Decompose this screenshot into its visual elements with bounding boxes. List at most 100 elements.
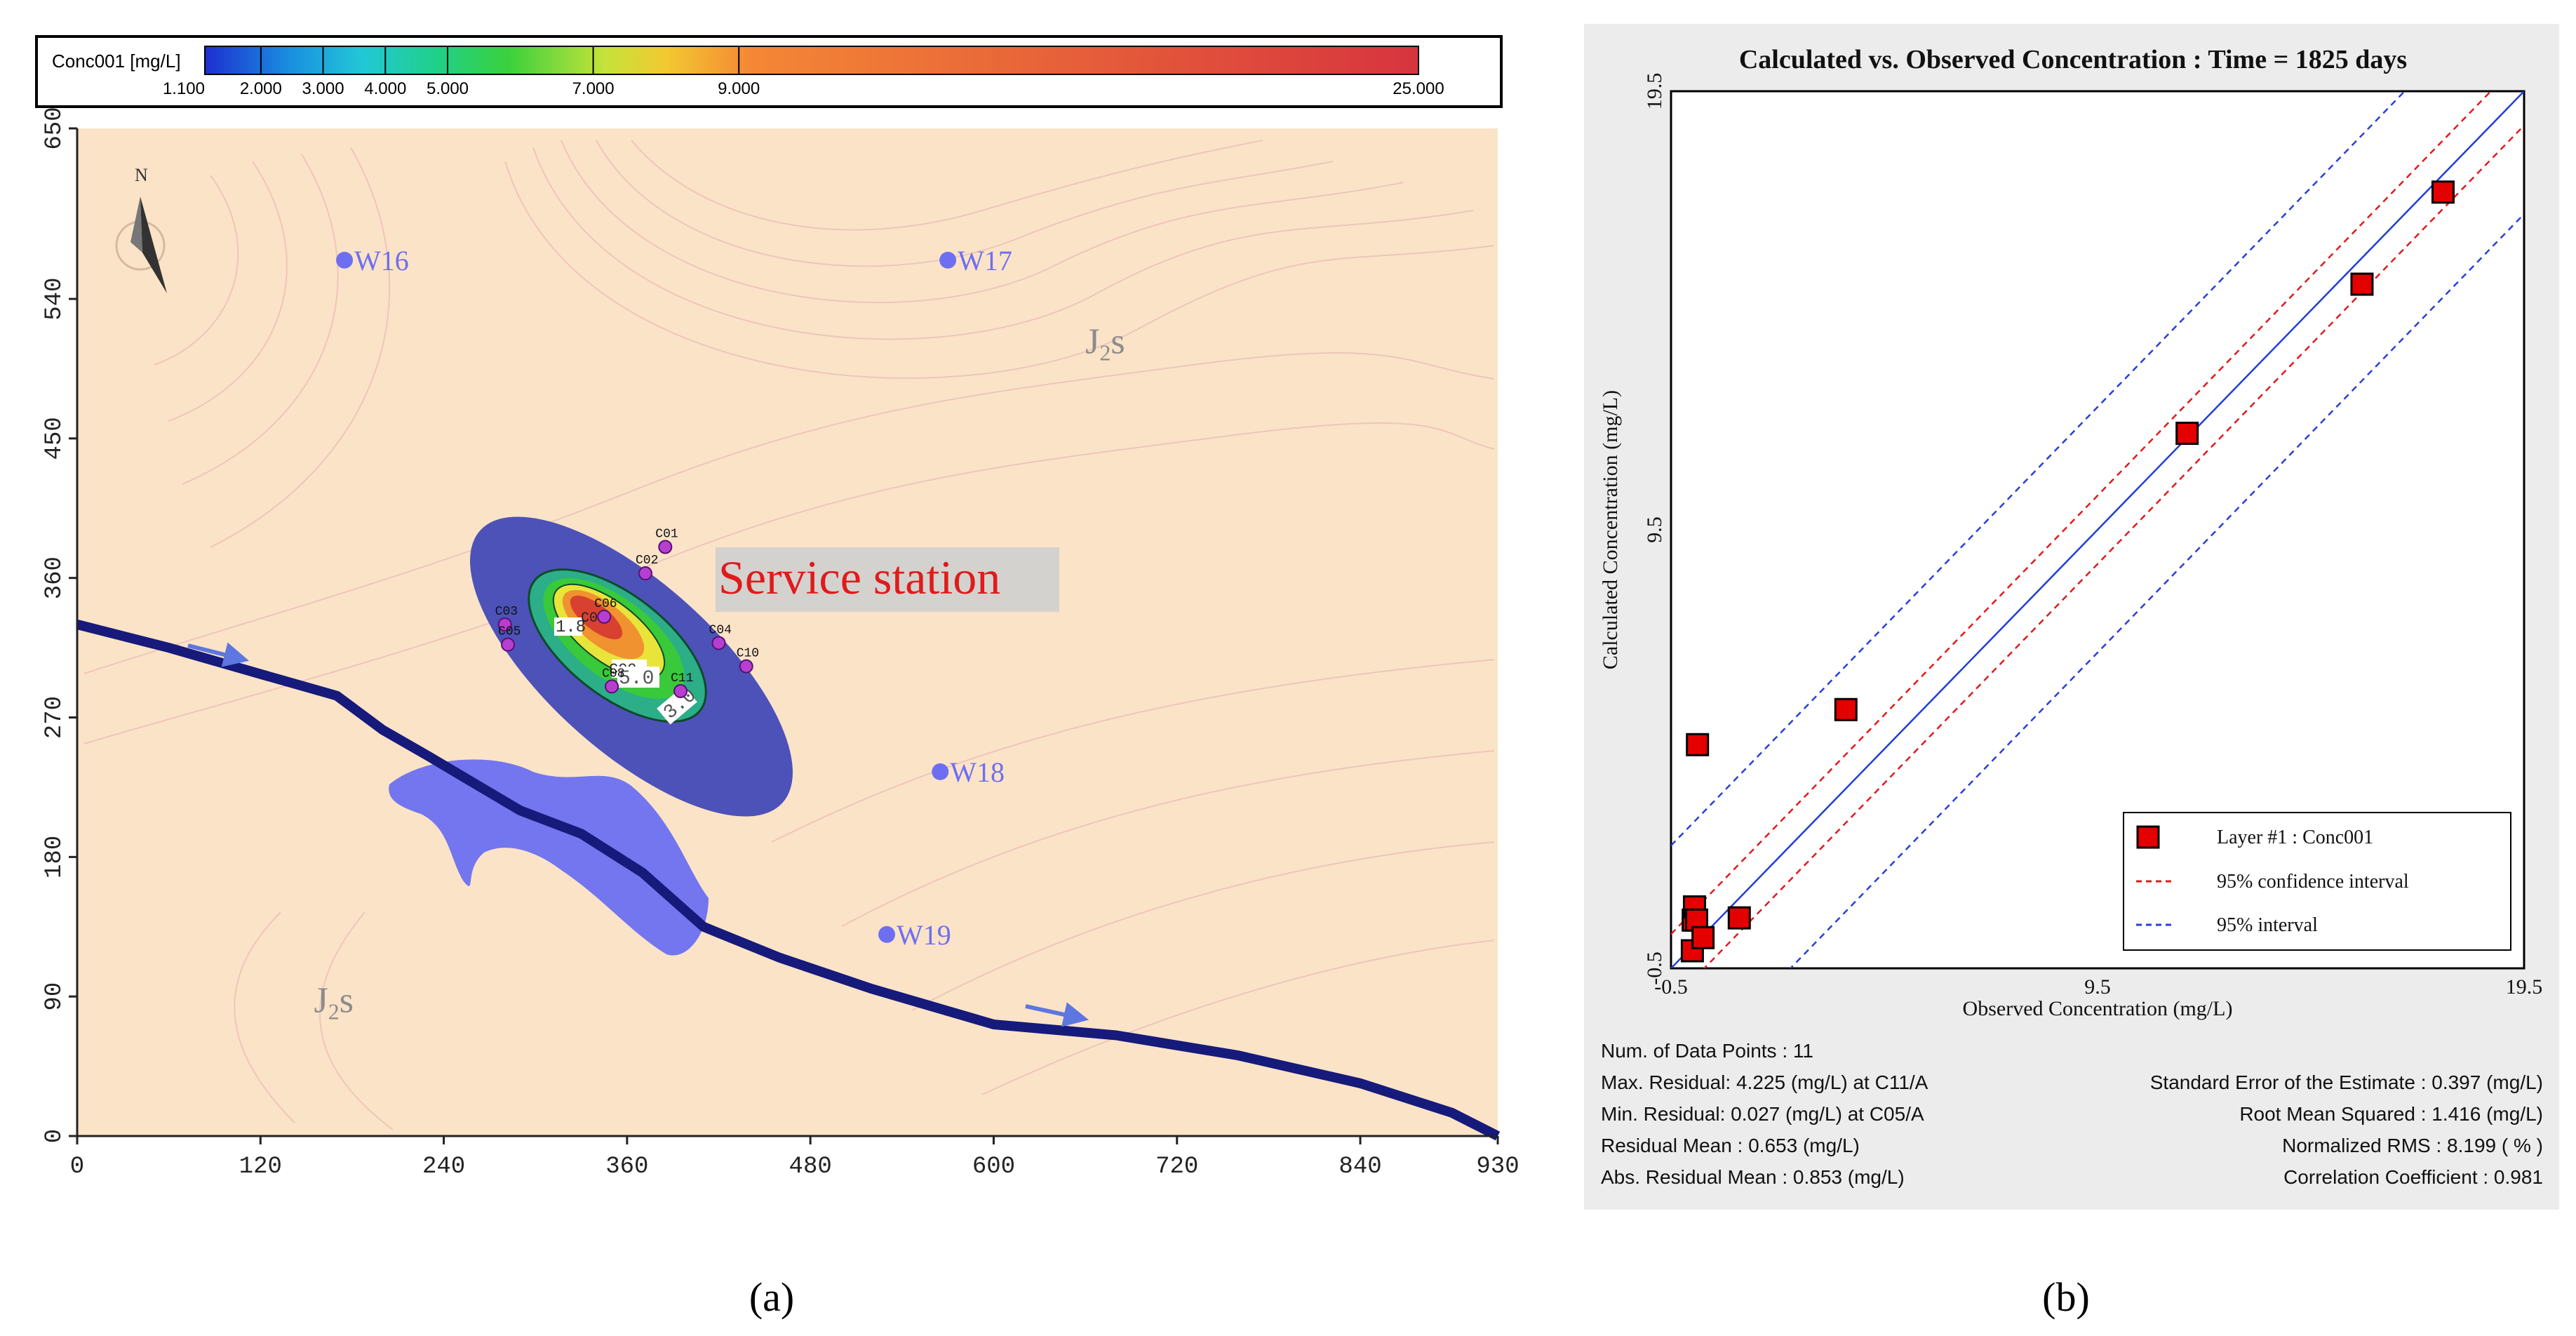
stat-min-residual: Min. Residual: 0.027 (mg/L) at C05/A: [1601, 1103, 1924, 1125]
y-tick-label: 19.5: [1643, 73, 1666, 110]
colorbar-title: Conc001 [mg/L]: [52, 51, 181, 72]
observation-point-icon: [673, 683, 688, 698]
colorbar-tick-label: 5.000: [427, 79, 469, 98]
data-point: [2431, 180, 2455, 204]
observation-point-label: C01: [655, 527, 678, 541]
flow-arrow: [187, 642, 249, 667]
colorbar-tick-label: 7.000: [572, 79, 615, 98]
data-point: [2175, 422, 2199, 445]
observation-point-label: C11: [671, 672, 693, 686]
x-tick-label: 0: [70, 1154, 84, 1180]
y-tick-label: 650: [41, 107, 68, 149]
contamination-plume: 1.8 C09 C07 5.0 3.0: [470, 516, 793, 817]
x-tick-label: 360: [605, 1154, 648, 1180]
observation-point-label: C03: [495, 605, 518, 619]
well-marker-icon: [932, 763, 949, 780]
observation-point-icon: [658, 540, 673, 554]
y-tick-label: 90: [41, 982, 68, 1011]
dashed-reference-line: [1671, 91, 2493, 935]
observation-point-icon: [638, 566, 652, 581]
well-marker-icon: [878, 926, 896, 943]
observation-point-icon: [497, 617, 512, 632]
stat-normalized-rms: Normalized RMS : 8.199 ( % ): [2282, 1135, 2543, 1156]
map-background: [77, 128, 1498, 1136]
formation-label: J2s: [1085, 321, 1125, 365]
one-to-one-line: [1671, 91, 2524, 968]
observation-point-icon: [711, 636, 726, 650]
y-tick-label: 9.5: [1643, 516, 1666, 543]
observation-point-label: C04: [709, 623, 732, 637]
stat-residual-mean: Residual Mean : 0.653 (mg/L): [1601, 1135, 1860, 1156]
well-label: W18: [950, 756, 1005, 788]
well-label: W19: [897, 919, 951, 951]
x-tick-label: 840: [1339, 1154, 1381, 1180]
colorbar-tick-label: 2.000: [240, 79, 282, 98]
scatter-ticks: -0.5-0.5 9.5 9.5 19.5 19.5: [1643, 73, 2542, 998]
stat-abs-residual-mean: Abs. Residual Mean : 0.853 (mg/L): [1601, 1166, 1905, 1188]
x-tick-label: 930: [1476, 1154, 1519, 1180]
legend-marker-icon: [2136, 825, 2160, 849]
formation-label: J2s: [314, 980, 354, 1024]
y-tick-label: 540: [41, 277, 68, 320]
y-tick-label: 270: [41, 696, 68, 739]
panel-b: Calculated vs. Observed Concentration : …: [1584, 24, 2559, 1320]
north-arrow-icon: N: [115, 165, 167, 293]
colorbar-tick-label: 3.000: [302, 79, 344, 98]
chart-title: Calculated vs. Observed Concentration : …: [1739, 45, 2407, 74]
observation-point-label: C10: [737, 647, 759, 661]
contour-label: 1.8: [556, 618, 586, 637]
wells: W16 W17 W18 W19: [336, 245, 1012, 951]
observation-point-label: C05: [498, 625, 521, 639]
colorbar-tick-label: 9.000: [718, 79, 760, 98]
y-axis-label: Calculated Concentration (mg/L): [1599, 390, 1622, 669]
stat-num-points: Num. of Data Points : 11: [1601, 1040, 1813, 1062]
observation-points: C01 C02 C03 C05 C04 C10 C11 C08 C06: [495, 527, 759, 698]
data-point: [2350, 272, 2374, 296]
north-label: N: [135, 165, 148, 185]
y-tick-label: 450: [41, 417, 68, 460]
observation-point-icon: [501, 637, 516, 652]
stat-max-residual: Max. Residual: 4.225 (mg/L) at C11/A: [1601, 1071, 1928, 1093]
well-marker-icon: [336, 251, 354, 269]
reference-lines: [1671, 91, 2524, 968]
x-axis-label: Observed Concentration (mg/L): [1963, 997, 2233, 1020]
x-tick-label: 19.5: [2506, 975, 2543, 998]
dashed-reference-line: [1789, 213, 2524, 968]
y-tick-label: 360: [41, 556, 68, 599]
x-tick-label: 240: [422, 1154, 465, 1180]
observation-point-label: C06: [594, 597, 617, 611]
x-tick-label: 720: [1155, 1154, 1198, 1180]
data-point: [1686, 733, 1710, 756]
colorbar-tick-label: 25.000: [1393, 79, 1444, 98]
y-tick-label: 0: [41, 1129, 68, 1143]
x-tick-label: 480: [789, 1154, 832, 1180]
stat-correlation: Correlation Coefficient : 0.981: [2283, 1166, 2543, 1188]
well-label: W16: [354, 245, 409, 276]
flow-arrow: [1025, 1002, 1089, 1027]
x-tick-label: 120: [239, 1154, 282, 1180]
data-point: [1727, 906, 1751, 930]
well-label: W17: [958, 245, 1012, 276]
observation-point-icon: [739, 659, 753, 674]
map-axes: 0 120 240 360 480 600 720 840 930 0 90 180 270 360 450…: [41, 107, 1520, 1180]
colorbar-tick-label: 1.100: [163, 79, 205, 98]
observation-point-label: C02: [636, 554, 658, 568]
legend: Layer #1 : Conc001 95% confidence interv…: [2123, 812, 2511, 951]
legend-entry: 95% confidence interval: [2217, 871, 2409, 893]
x-tick-label: 600: [972, 1154, 1015, 1180]
panel-a-label: (a): [749, 1274, 794, 1320]
legend-entry: 95% interval: [2217, 914, 2318, 936]
colorbar-gradient: [204, 46, 1419, 75]
observation-point-icon: [597, 609, 612, 624]
panel-a: Conc001 [mg/L] 1.100 2.000 3.000 4.000 5.000…: [35, 35, 1520, 1320]
service-station-label: Service station: [718, 551, 1000, 604]
data-point: [1691, 926, 1715, 949]
scatter-points: [1680, 180, 2455, 963]
colorbar-tick-label: 4.000: [364, 79, 406, 98]
legend-entry: Layer #1 : Conc001: [2217, 827, 2373, 848]
statistics: Num. of Data Points : 11 Max. Residual: …: [1601, 1040, 2543, 1188]
observation-point-label: C08: [602, 667, 624, 681]
observation-point-icon: [605, 679, 619, 694]
x-tick-label: 9.5: [2084, 975, 2111, 998]
